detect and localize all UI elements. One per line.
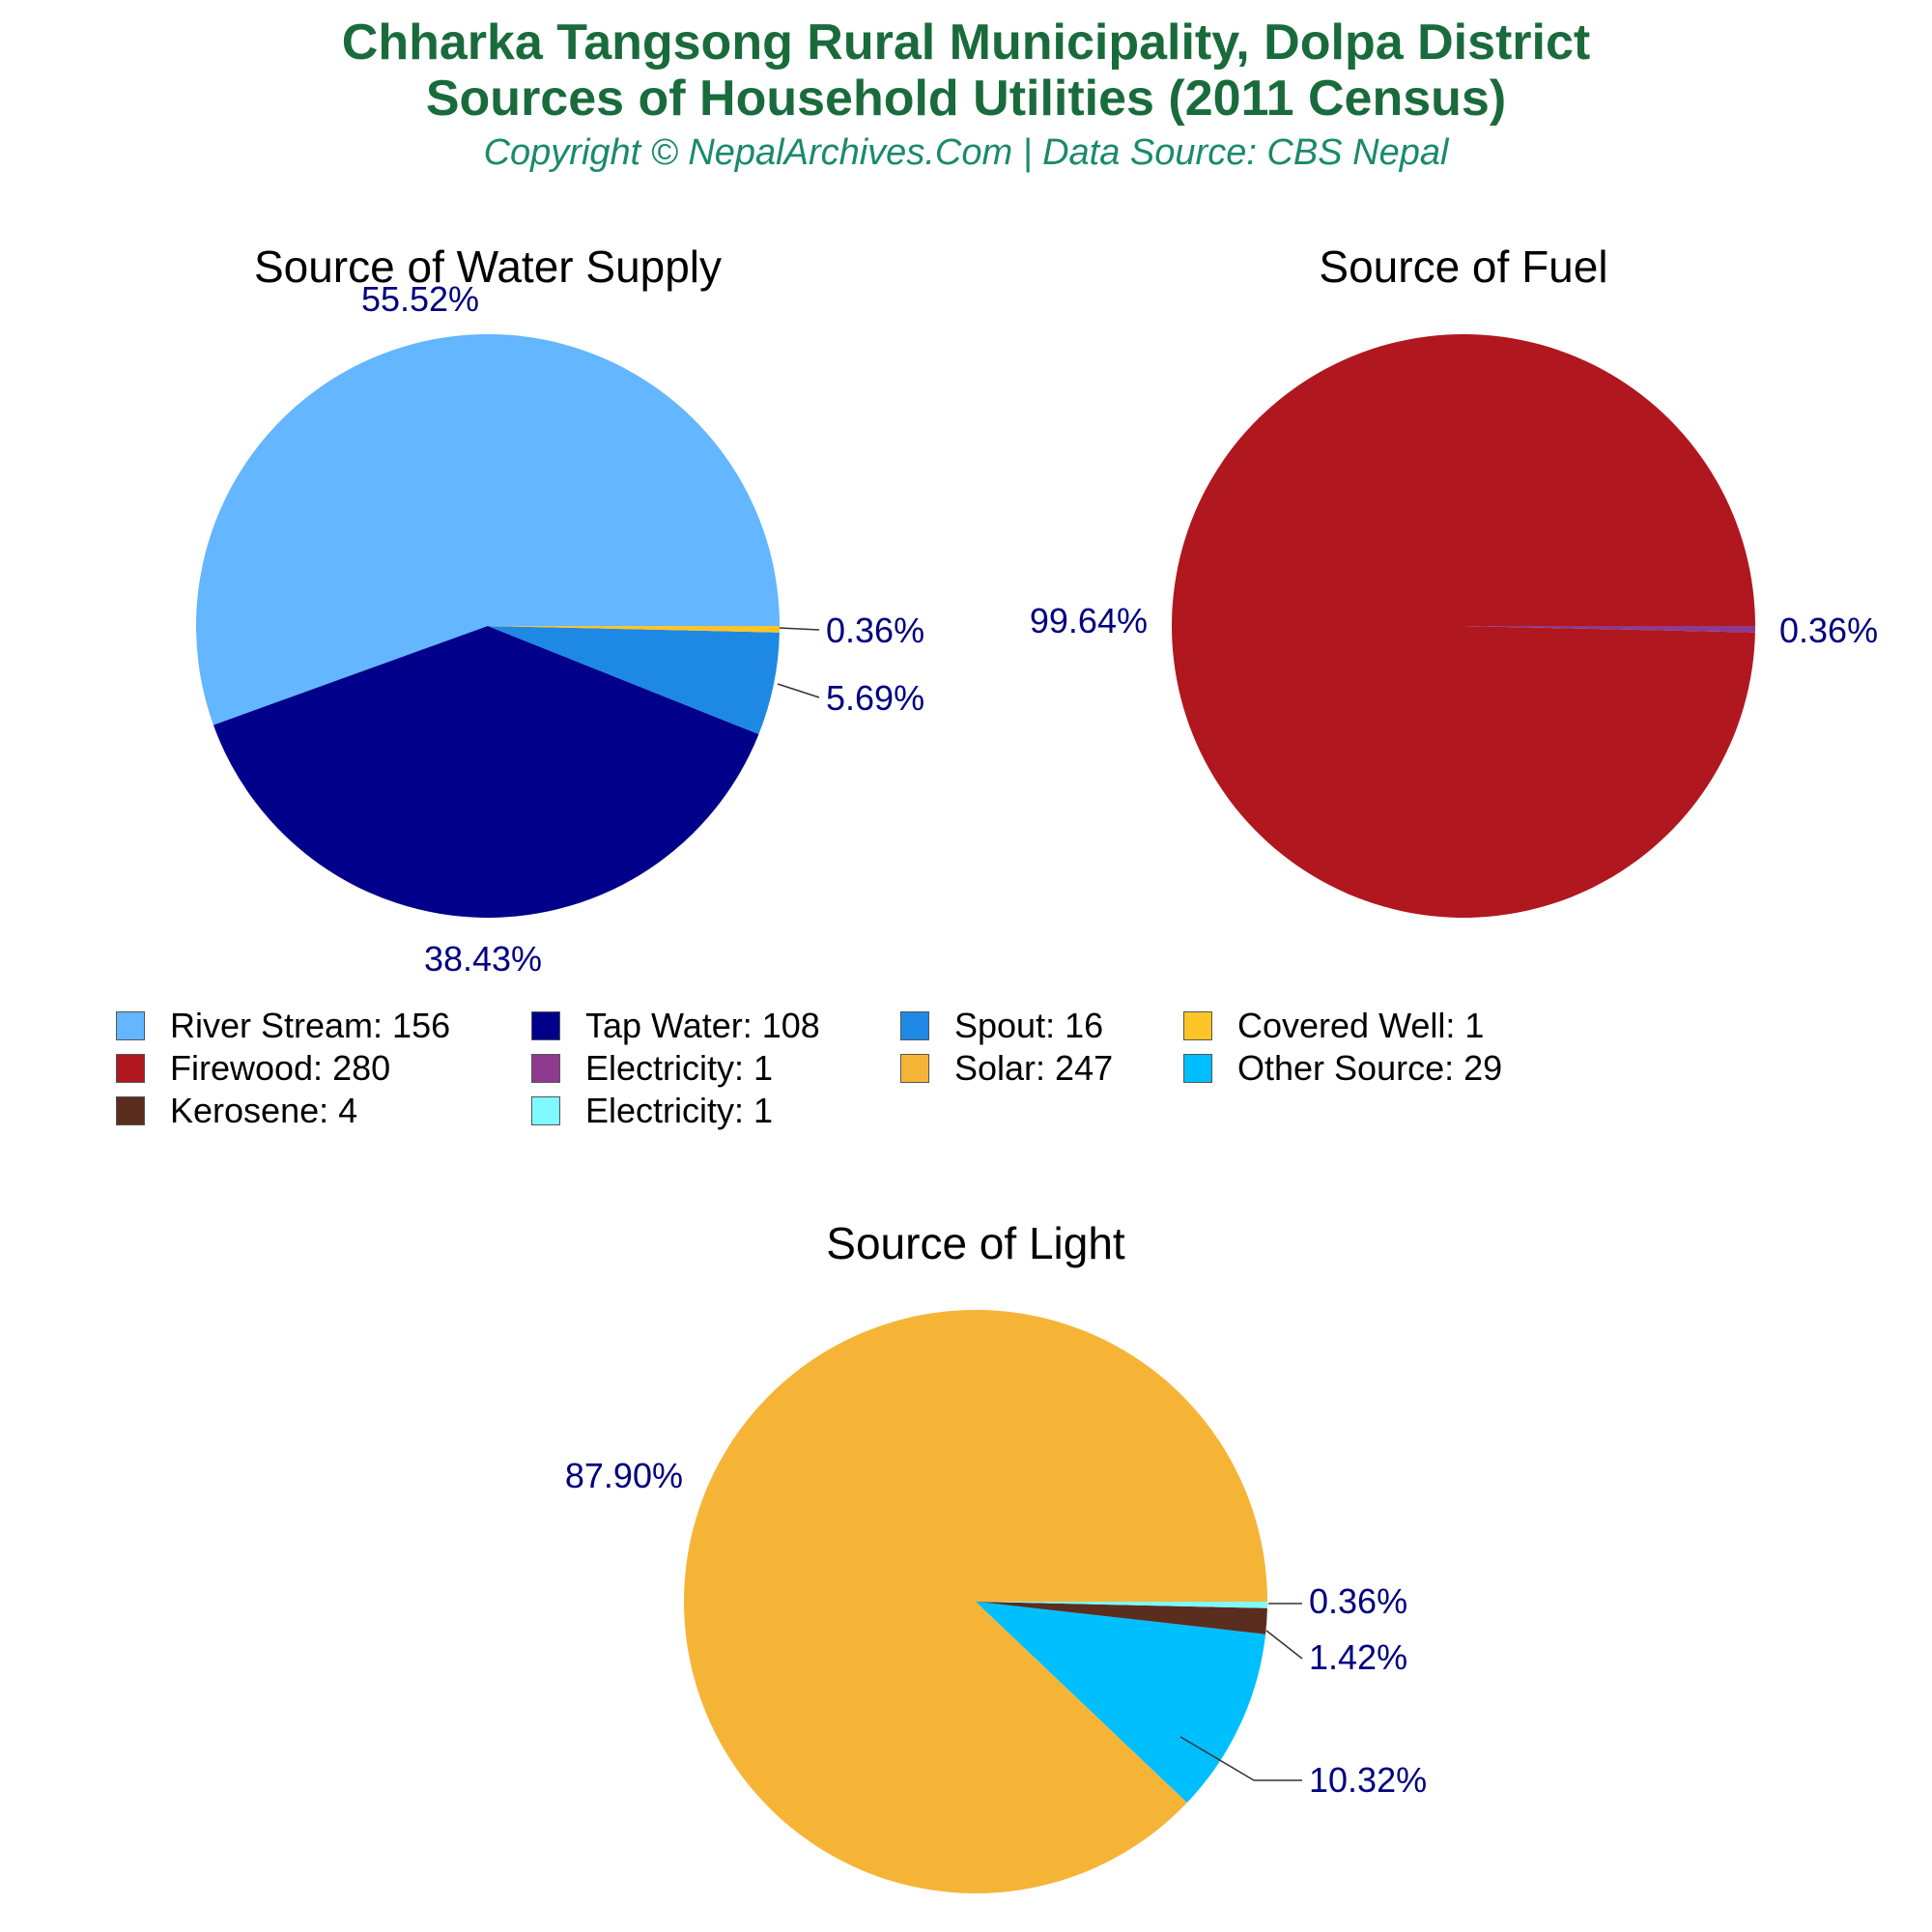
legend-swatch	[116, 1096, 145, 1125]
legend-label: Spout: 16	[954, 1006, 1104, 1045]
legend-item: Other Source: 29	[1183, 1047, 1502, 1090]
pie-chart-title: Source of Water Supply	[254, 242, 722, 292]
pie-percent-label: 55.52%	[361, 279, 479, 319]
legend-label: Firewood: 280	[170, 1048, 391, 1088]
pie-slice-spout	[488, 626, 780, 735]
pie-percent-label: 5.69%	[826, 678, 924, 718]
legend-swatch	[531, 1054, 560, 1083]
legend-swatch	[900, 1054, 929, 1083]
pie-percent-label: 0.36%	[1309, 1581, 1407, 1621]
pie-slice-covered-well	[488, 626, 780, 633]
legend-item: River Stream: 156	[116, 1005, 450, 1047]
legend-item: Firewood: 280	[116, 1047, 390, 1090]
legend-item: Kerosene: 4	[116, 1090, 357, 1132]
pie-slice-other-source	[976, 1602, 1266, 1804]
legend: River Stream: 156 Tap Water: 108 Spout: 16…	[116, 1005, 1855, 1150]
legend-label: Other Source: 29	[1237, 1048, 1503, 1088]
legend-swatch	[116, 1011, 145, 1040]
pie-chart-3: Source of Light 87.90% 10.32% 1.42% 0.36%	[565, 1218, 1427, 1893]
main-title-line-1: Chharka Tangsong Rural Municipality, Dol…	[341, 14, 1591, 71]
pie-label-leader	[1265, 1630, 1303, 1660]
pie-percent-label: 87.90%	[565, 1456, 683, 1495]
pie-slice-tap-water	[213, 626, 759, 918]
legend-label: Tap Water: 108	[585, 1006, 820, 1045]
pie-percent-label: 0.36%	[1779, 611, 1878, 650]
legend-item: Electricity: 1	[531, 1090, 773, 1132]
pie-slice-kerosene	[976, 1602, 1267, 1634]
legend-label: Solar: 247	[954, 1048, 1114, 1088]
main-title-line-2: Sources of Household Utilities (2011 Cen…	[425, 71, 1507, 127]
legend-swatch	[900, 1011, 929, 1040]
legend-label: Electricity: 1	[585, 1048, 774, 1088]
pie-chart-title: Source of Fuel	[1319, 242, 1607, 292]
legend-swatch	[116, 1054, 145, 1083]
legend-swatch	[1183, 1011, 1212, 1040]
legend-item: Electricity: 1	[531, 1047, 773, 1090]
pie-label-leader	[777, 683, 820, 698]
legend-label: Kerosene: 4	[170, 1091, 358, 1130]
legend-label: Electricity: 1	[585, 1091, 774, 1130]
pie-chart-2: Source of Fuel 99.64% 0.36%	[1030, 242, 1878, 919]
legend-item: Tap Water: 108	[531, 1005, 820, 1047]
pie-slice-electricity	[976, 1602, 1267, 1608]
pie-slice-river-stream	[195, 333, 780, 725]
pie-percent-label: 10.32%	[1309, 1760, 1427, 1800]
pie-slice-firewood	[1172, 334, 1755, 919]
copyright-subtitle: Copyright © NepalArchives.Com | Data Sou…	[483, 132, 1449, 173]
pie-percent-label: 0.36%	[826, 611, 924, 650]
legend-swatch	[1183, 1054, 1212, 1083]
pie-percent-label: 99.64%	[1030, 601, 1148, 640]
legend-item: Spout: 16	[900, 1005, 1103, 1047]
pie-percent-label: 38.43%	[424, 939, 542, 979]
pie-slice-electricity	[1463, 626, 1755, 633]
legend-item: Covered Well: 1	[1183, 1005, 1484, 1047]
pie-percent-label: 1.42%	[1309, 1637, 1407, 1677]
legend-label: River Stream: 156	[170, 1006, 451, 1045]
pie-label-leader	[779, 627, 820, 631]
legend-item: Solar: 247	[900, 1047, 1113, 1090]
legend-swatch	[531, 1096, 560, 1125]
pie-label-leader	[1179, 1736, 1302, 1781]
legend-swatch	[531, 1011, 560, 1040]
legend-label: Covered Well: 1	[1237, 1006, 1485, 1045]
pie-chart-title: Source of Light	[826, 1218, 1125, 1268]
